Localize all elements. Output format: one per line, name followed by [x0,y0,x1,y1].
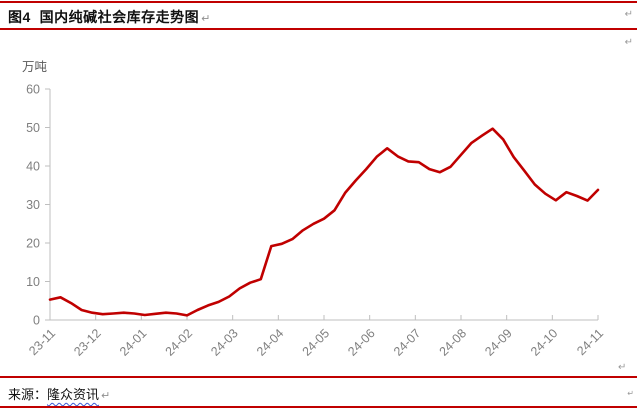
table-border-source-top [0,376,637,378]
row-end-mark: ↵ [624,9,633,20]
row-end-mark: ↵ [624,37,633,48]
figure-title-text: 图4 国内纯碱社会库存走势图 [8,9,200,25]
y-tick-label: 30 [26,198,40,212]
paragraph-return-mark: ↵ [101,390,111,402]
source-label: 来源： [8,387,48,402]
x-tick-label: 23-11 [26,326,58,358]
y-tick-label: 0 [33,314,40,328]
y-tick-label: 10 [26,275,40,289]
x-tick-label: 24-11 [574,326,606,358]
x-tick-label: 24-09 [482,326,515,359]
x-tick-label: 24-01 [117,326,150,359]
x-tick-label: 24-05 [300,326,333,359]
source-name: 隆众资讯 [47,387,100,402]
table-border-top [0,1,637,3]
y-tick-label: 40 [26,160,40,174]
table-border-bottom [0,406,637,408]
y-tick-label: 60 [26,83,40,97]
chart-end-return-mark: ↵ [618,362,627,373]
inventory-line-series [48,127,600,317]
table-border-title-bottom [0,28,637,30]
x-tick-label: 24-06 [345,326,378,359]
row-end-mark: ↵ [627,389,634,398]
source-line: 来源：隆众资讯 ↵ [8,384,110,403]
x-tick-label: 24-02 [163,326,196,359]
x-tick-label: 23-12 [71,326,104,359]
x-tick-label: 24-07 [391,326,424,359]
y-tick-label: 50 [26,121,40,135]
x-tick-label: 24-04 [254,326,287,359]
x-tick-label: 24-10 [528,326,561,359]
y-axis-unit-label: 万吨 [22,60,48,74]
figure-title: 图4 国内纯碱社会库存走势图 ↵ [8,7,211,27]
x-tick-label: 24-03 [208,326,241,359]
y-tick-label: 20 [26,237,40,251]
paragraph-return-mark: ↵ [201,13,211,25]
x-tick-label: 24-08 [437,326,470,359]
